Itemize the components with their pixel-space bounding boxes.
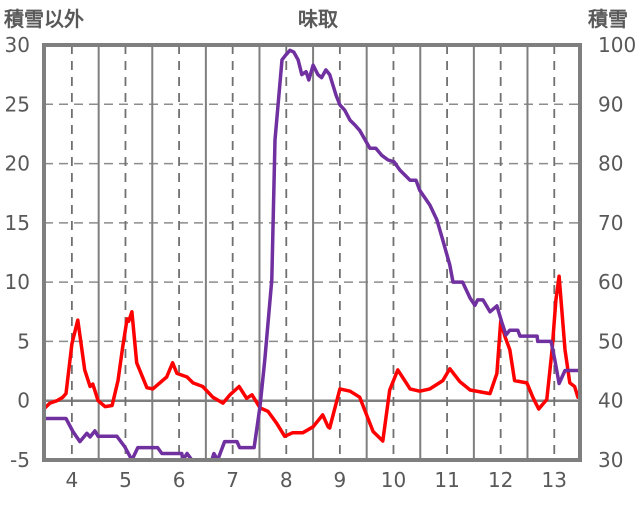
y-right-tick-label: 80 xyxy=(598,152,623,176)
x-tick-label: 12 xyxy=(488,468,513,492)
x-tick-label: 7 xyxy=(226,468,239,492)
y-left-tick-label: 25 xyxy=(5,92,30,116)
y-right-tick-label: 60 xyxy=(598,270,623,294)
y-right-tick-label: 100 xyxy=(598,33,636,57)
x-tick-label: 13 xyxy=(542,468,567,492)
gridlines xyxy=(44,45,580,460)
x-tick-label: 9 xyxy=(334,468,347,492)
x-tick-label: 11 xyxy=(434,468,459,492)
x-tick-label: 8 xyxy=(280,468,293,492)
y-left-tick-label: 10 xyxy=(5,270,30,294)
y-right-tick-label: 40 xyxy=(598,389,623,413)
y-left-tick-label: -5 xyxy=(10,448,30,472)
y-right-tick-label: 50 xyxy=(598,329,623,353)
y-axis-right-label: 積雪 xyxy=(588,7,628,31)
y-left-tick-label: 30 xyxy=(5,33,30,57)
y-axis-left-label: 積雪以外 xyxy=(4,7,84,31)
x-tick-label: 4 xyxy=(66,468,79,492)
y-left-tick-label: 0 xyxy=(17,389,30,413)
x-tick-label: 5 xyxy=(119,468,132,492)
y-left-tick-label: 20 xyxy=(5,152,30,176)
y-right-tick-label: 90 xyxy=(598,92,623,116)
series-line-other xyxy=(43,274,580,443)
series-lines xyxy=(43,48,580,462)
x-tick-label: 6 xyxy=(173,468,186,492)
series-line-snow-depth xyxy=(43,48,580,462)
tick-labels: -5 0 5 10 15 20 25 30 30 40 50 60 70 80 90 100 4 5 6 7 8 9 10 1… xyxy=(5,33,636,492)
y-left-tick-label: 5 xyxy=(17,329,30,353)
y-right-tick-label: 70 xyxy=(598,211,623,235)
chart-title: 味取 xyxy=(298,7,338,31)
x-tick-label: 10 xyxy=(381,468,406,492)
plot-area-border xyxy=(42,43,582,462)
y-right-tick-label: 30 xyxy=(598,448,623,472)
y-left-tick-label: 15 xyxy=(5,211,30,235)
